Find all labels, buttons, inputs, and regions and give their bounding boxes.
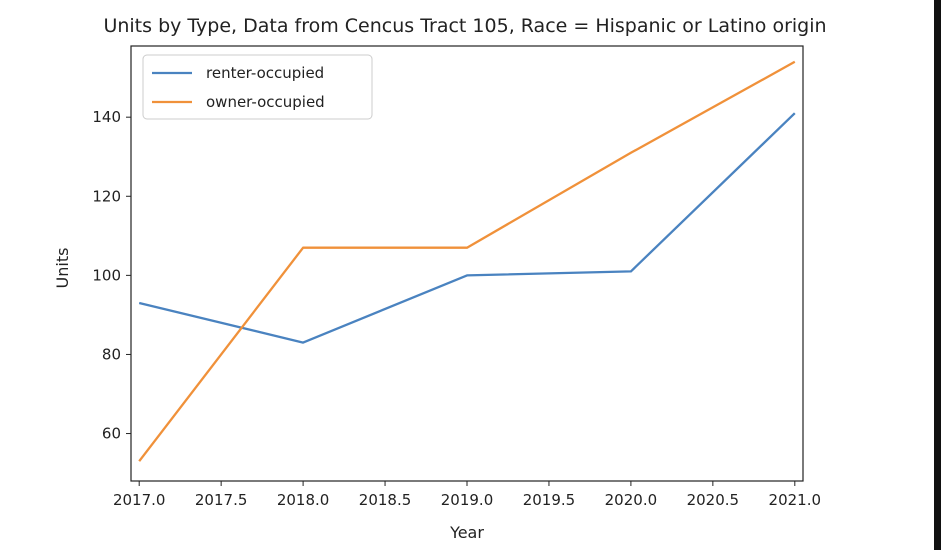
axis-ticks: 2017.0 2017.5 2018.0 2018.5 2019.0 2019.5 2020… — [92, 108, 821, 509]
legend-label-renter-occupied: renter-occupied — [206, 64, 324, 82]
window-edge — [934, 0, 941, 550]
series-line-renter-occupied — [138, 112, 796, 344]
y-tick-label: 60 — [102, 425, 121, 443]
x-tick-label: 2017.5 — [195, 491, 248, 509]
x-tick-label: 2017.0 — [113, 491, 166, 509]
y-axis-label: Units — [53, 248, 72, 289]
x-tick-label: 2018.5 — [359, 491, 412, 509]
series-line-owner-occupied — [138, 60, 796, 462]
x-axis-label: Year — [449, 523, 484, 542]
y-tick-label: 100 — [92, 266, 121, 284]
x-tick-label: 2020.5 — [687, 491, 740, 509]
x-tick-label: 2021.0 — [769, 491, 822, 509]
x-tick-label: 2020.0 — [605, 491, 658, 509]
chart-title: Units by Type, Data from Cencus Tract 10… — [103, 15, 826, 37]
y-tick-label: 80 — [102, 345, 121, 363]
legend-box — [142, 54, 373, 120]
legend-label-owner-occupied: owner-occupied — [206, 93, 325, 111]
series-lines — [138, 60, 796, 462]
x-tick-label: 2019.0 — [441, 491, 494, 509]
y-tick-label: 140 — [92, 108, 121, 126]
x-tick-label: 2019.5 — [523, 491, 576, 509]
legend: renter-occupied owner-occupied — [142, 54, 373, 120]
x-tick-label: 2018.0 — [277, 491, 330, 509]
y-tick-label: 120 — [92, 187, 121, 205]
